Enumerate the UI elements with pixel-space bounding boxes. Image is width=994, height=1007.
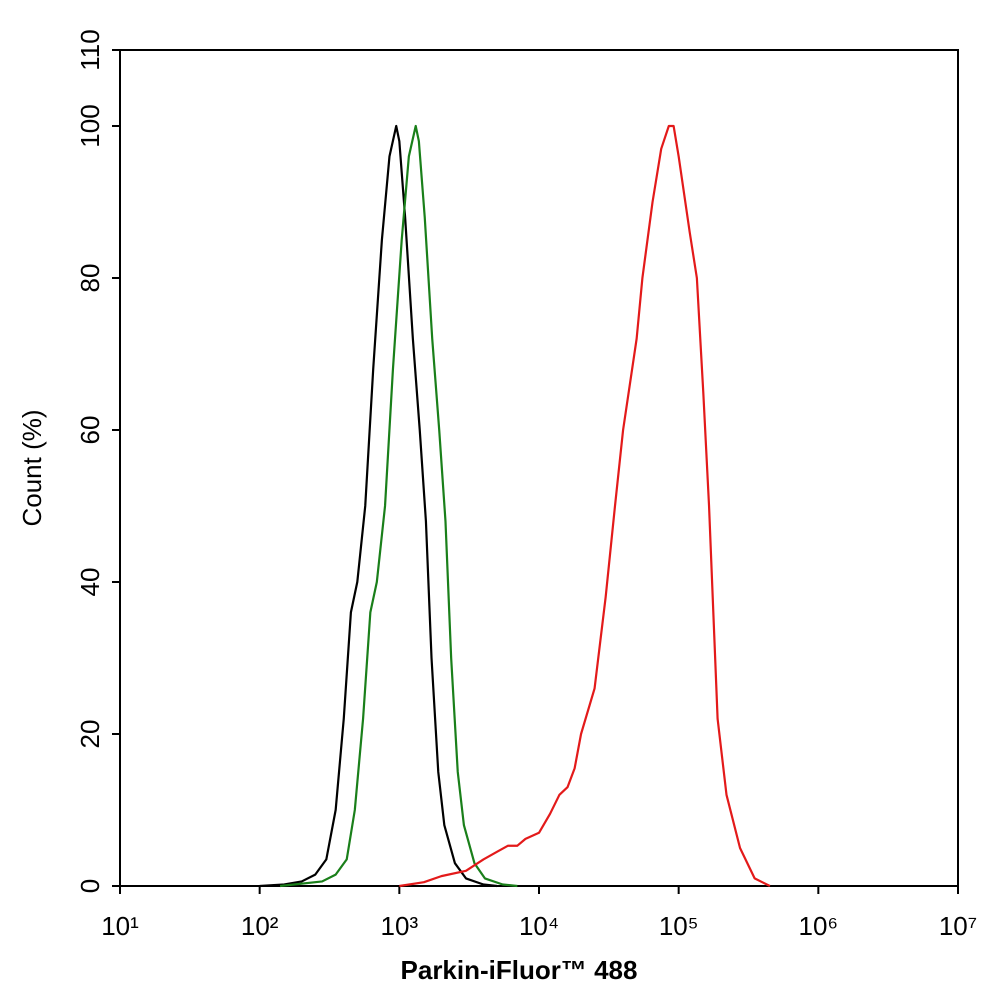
histogram-line — [399, 124, 771, 888]
y-tick-label: 0 — [75, 879, 105, 893]
y-axis-label: Count (%) — [17, 409, 47, 526]
histogram-line — [279, 124, 518, 888]
y-tick-label: 20 — [75, 720, 105, 749]
histogram-line — [259, 124, 498, 888]
x-tick-label: 10⁷ — [939, 911, 977, 941]
y-tick-label: 40 — [75, 568, 105, 597]
x-tick-label: 10² — [241, 911, 279, 941]
x-tick-label: 10⁵ — [659, 911, 699, 941]
x-tick-label: 10¹ — [101, 911, 139, 941]
plot-frame — [119, 49, 959, 887]
x-tick-label: 10³ — [381, 911, 419, 941]
x-tick-label: 10⁶ — [799, 911, 839, 941]
x-axis-label: Parkin-iFluor™ 488 — [401, 955, 638, 985]
y-tick-label: 60 — [75, 416, 105, 445]
y-tick-label: 80 — [75, 264, 105, 293]
y-tick-label: 110 — [75, 29, 105, 70]
y-tick-label: 100 — [75, 104, 105, 147]
x-tick-label: 10⁴ — [519, 911, 559, 941]
